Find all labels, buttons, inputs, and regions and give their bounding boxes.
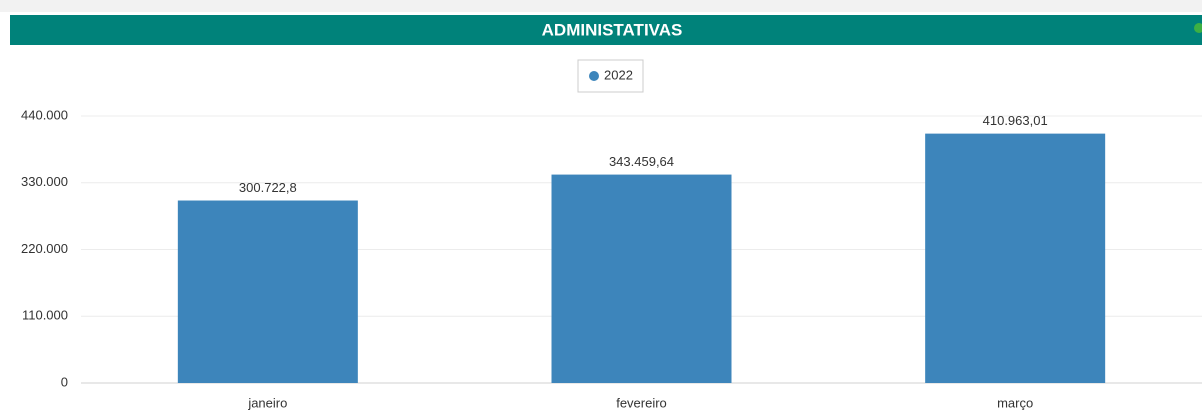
- data-label: 410.963,01: [983, 113, 1048, 128]
- x-tick-label: fevereiro: [616, 395, 667, 410]
- data-label: 300.722,8: [239, 180, 297, 195]
- y-tick-label: 330.000: [21, 174, 68, 189]
- bar: [551, 174, 732, 383]
- bar: [925, 133, 1106, 383]
- legend-box: [577, 59, 644, 93]
- legend-marker: [589, 71, 599, 81]
- y-tick-label: 110.000: [22, 308, 68, 323]
- x-tick-label: janeiro: [247, 395, 287, 410]
- x-tick-label: março: [997, 395, 1033, 410]
- y-tick-label: 440.000: [21, 107, 68, 122]
- data-label: 343.459,64: [609, 154, 674, 169]
- y-tick-label: 220.000: [21, 241, 68, 256]
- y-tick-label: 0: [61, 374, 68, 389]
- title-bar: [10, 15, 1202, 45]
- top-strip: [0, 0, 1202, 12]
- chart-title: ADMINISTATIVAS: [542, 20, 683, 39]
- legend-label: 2022: [604, 67, 633, 82]
- status-dot: [1194, 23, 1202, 33]
- bar: [177, 200, 358, 383]
